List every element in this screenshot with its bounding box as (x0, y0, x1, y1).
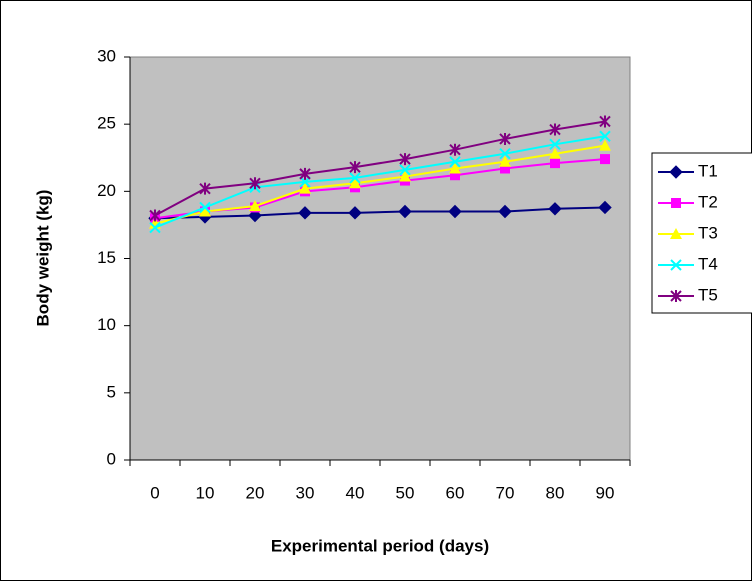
series-line (154, 144, 606, 225)
marker (598, 200, 612, 215)
marker (399, 170, 411, 182)
legend-label: T1 (698, 161, 718, 180)
x-tick-label: 20 (246, 483, 265, 502)
x-tick-label: 10 (196, 483, 215, 502)
marker (199, 205, 211, 217)
legend-marker (670, 259, 682, 271)
x-tick-label: 30 (296, 483, 315, 502)
marker (299, 182, 311, 194)
x-tick-label: 0 (150, 483, 159, 502)
y-tick-label: 20 (97, 181, 116, 200)
marker (349, 177, 361, 189)
x-tick-label: 90 (596, 483, 615, 502)
y-tick-label: 30 (97, 46, 116, 65)
marker (500, 163, 510, 174)
x-tick-label: 50 (396, 483, 415, 502)
marker (249, 200, 261, 212)
legend-marker (670, 290, 682, 302)
marker (549, 138, 561, 151)
marker (449, 162, 461, 174)
marker (549, 123, 561, 136)
marker (149, 221, 161, 234)
marker (199, 182, 211, 195)
marker (599, 115, 611, 128)
marker (399, 153, 411, 166)
series-line (154, 206, 606, 220)
marker (548, 202, 562, 216)
marker (348, 206, 362, 220)
y-tick-label: 15 (97, 248, 116, 267)
marker (600, 154, 610, 165)
marker (199, 201, 211, 214)
legend-marker (669, 165, 683, 179)
y-tick-label: 0 (107, 449, 116, 468)
marker (249, 177, 261, 190)
legend-label: T2 (698, 192, 718, 211)
x-tick-label: 60 (446, 483, 465, 502)
marker (299, 167, 311, 180)
marker (448, 204, 462, 219)
marker (449, 143, 461, 156)
marker (349, 161, 361, 174)
marker (599, 139, 611, 151)
marker (449, 156, 461, 168)
marker (149, 209, 161, 222)
marker (399, 164, 411, 176)
series-line (154, 120, 606, 217)
plot-area (129, 56, 631, 461)
legend-label: T5 (698, 285, 718, 304)
y-axis-title: Body weight (kg) (33, 190, 52, 327)
marker (450, 170, 460, 181)
marker (398, 204, 412, 219)
y-tick-label: 10 (97, 315, 116, 334)
legend-label: T4 (698, 254, 718, 273)
legend-label: T3 (698, 223, 718, 242)
marker (499, 132, 511, 145)
marker (599, 130, 611, 142)
y-tick-label: 5 (107, 382, 116, 401)
marker (498, 204, 512, 219)
marker (550, 158, 560, 169)
marker (298, 206, 312, 220)
x-tick-label: 40 (346, 483, 365, 502)
marker (349, 172, 361, 184)
marker (248, 208, 262, 223)
x-tick-label: 70 (496, 483, 515, 502)
marker (499, 148, 511, 160)
marker (499, 155, 511, 167)
legend-marker (671, 198, 681, 208)
y-tick-label: 25 (97, 114, 116, 133)
legend-marker (670, 228, 682, 239)
x-tick-label: 80 (546, 483, 565, 502)
x-axis-title: Experimental period (days) (271, 536, 489, 555)
marker (549, 147, 561, 159)
series-line (154, 135, 606, 229)
